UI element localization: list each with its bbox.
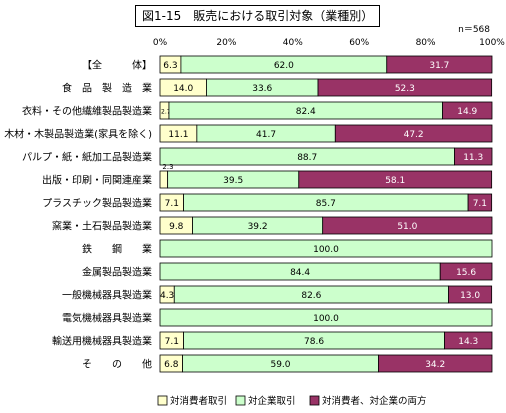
data-label: 33.6 xyxy=(252,84,272,94)
category-label: 一般機械器具製造業 xyxy=(62,289,152,302)
data-label: 14.0 xyxy=(173,84,193,94)
data-label: 9.8 xyxy=(169,222,184,232)
data-label: 39.5 xyxy=(223,176,243,186)
data-label: 14.9 xyxy=(457,107,477,117)
data-label: 15.6 xyxy=(456,268,476,278)
category-label: 出版・印刷・同関連産業 xyxy=(42,174,152,187)
x-tick-label: 40% xyxy=(283,38,303,48)
data-label: 59.0 xyxy=(270,360,290,370)
bar-segment xyxy=(442,101,493,120)
legend-swatch xyxy=(157,395,168,406)
legend-label: 対企業取引 xyxy=(248,395,296,407)
bar-segment xyxy=(448,285,493,304)
data-label: 78.6 xyxy=(304,337,324,347)
data-label: 2.3 xyxy=(162,163,173,171)
category-label: 木材・木製品製造業(家具を除く) xyxy=(4,128,152,141)
bar-segment xyxy=(386,55,493,74)
category-label: 金属製品製造業 xyxy=(82,266,152,279)
data-label: 39.2 xyxy=(248,222,268,232)
data-label: 88.7 xyxy=(297,153,317,163)
category-label: 輸送用機械器具製造業 xyxy=(52,335,152,348)
data-label: 6.3 xyxy=(163,61,177,71)
x-tick-label: 100% xyxy=(479,38,505,48)
category-label: 窯業・土石製品製造業 xyxy=(52,220,152,233)
bar-segment xyxy=(444,331,493,350)
data-label: 41.7 xyxy=(256,130,276,140)
x-tick-label: 0% xyxy=(153,38,168,48)
data-label: 51.0 xyxy=(397,222,417,232)
data-label: 100.0 xyxy=(313,314,339,324)
category-label: そ の 他 xyxy=(82,358,152,371)
category-label: 食 品 製 造 業 xyxy=(62,82,152,95)
data-label: 14.3 xyxy=(458,337,478,347)
category-label: 衣料・その他繊維製品製造業 xyxy=(22,105,152,118)
data-label: 7.1 xyxy=(165,337,179,347)
bar-segment xyxy=(159,308,493,327)
x-tick-label: 20% xyxy=(216,38,236,48)
x-tick-label: 60% xyxy=(349,38,369,48)
data-label: 6.8 xyxy=(164,360,179,370)
bar-segment xyxy=(298,170,493,189)
bar-segment xyxy=(159,170,169,189)
data-label: 7.1 xyxy=(165,199,179,209)
data-label: 11.1 xyxy=(168,130,188,140)
data-label: 7.1 xyxy=(473,199,487,209)
legend-swatch xyxy=(309,395,320,406)
data-label: 58.1 xyxy=(385,176,405,186)
legend-swatch xyxy=(235,395,246,406)
x-tick-label: 80% xyxy=(416,38,436,48)
category-label: 電気機械器具製造業 xyxy=(62,312,152,325)
data-label: 82.4 xyxy=(296,107,316,117)
data-label: 4.3 xyxy=(160,291,174,301)
bar-segment xyxy=(317,78,493,97)
data-label: 11.3 xyxy=(463,153,483,163)
data-label: 47.2 xyxy=(404,130,424,140)
data-label: 85.7 xyxy=(316,199,336,209)
category-label: プラスチック製品製造業 xyxy=(42,197,152,210)
bar-segment xyxy=(159,239,493,258)
bar-segment xyxy=(454,147,493,166)
category-label: パルプ・紙・紙加工品製造業 xyxy=(22,151,152,164)
data-label: 52.3 xyxy=(395,84,415,94)
bar-segment xyxy=(439,262,493,281)
data-label: 34.2 xyxy=(425,360,445,370)
bar-segment xyxy=(334,124,493,143)
data-label: 82.6 xyxy=(301,291,321,301)
category-label: 【全 体】 xyxy=(82,59,152,72)
sample-size-label: n＝568 xyxy=(458,25,490,35)
bar-segment xyxy=(322,216,493,235)
legend-label: 対消費者取引 xyxy=(170,395,227,407)
data-label: 13.0 xyxy=(460,291,480,301)
data-label: 62.0 xyxy=(274,61,294,71)
data-label: 100.0 xyxy=(313,245,339,255)
data-label: 84.4 xyxy=(290,268,310,278)
data-label: 31.7 xyxy=(429,61,449,71)
category-label: 鉄 鋼 業 xyxy=(82,243,152,256)
data-label: 2.7 xyxy=(161,109,171,116)
chart-title: 図1-15 販売における取引対象（業種別） xyxy=(135,5,381,27)
legend-label: 対消費者、対企業の両方 xyxy=(322,395,427,407)
bar-segment xyxy=(378,354,493,373)
bar-segment xyxy=(467,193,493,212)
